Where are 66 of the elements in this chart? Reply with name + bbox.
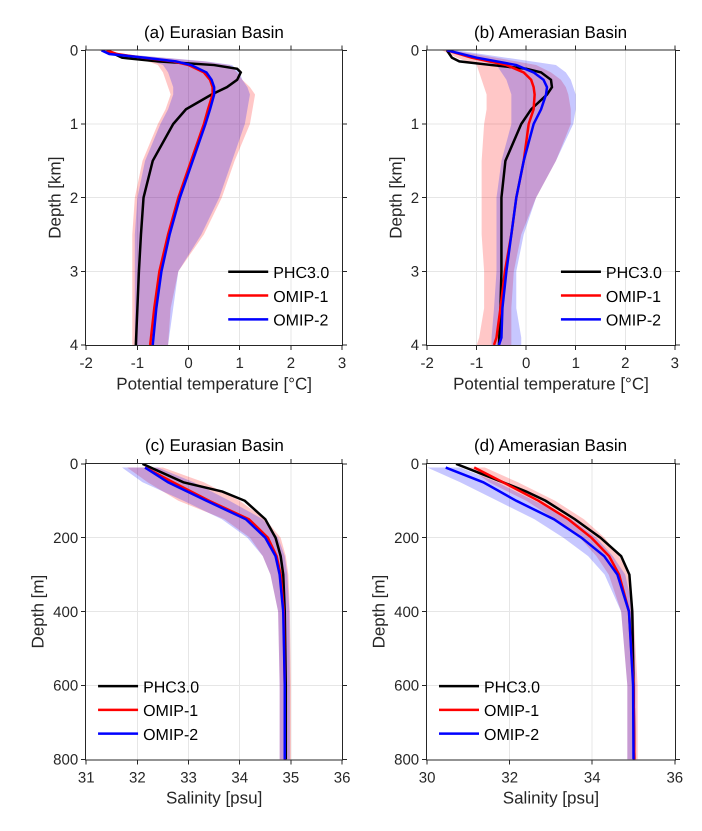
- legend-label: PHC3.0: [143, 679, 200, 696]
- y-tick-label: 1: [70, 116, 78, 134]
- legend-label: OMIP-2: [606, 312, 662, 330]
- y-axis-title: Depth [km]: [386, 156, 406, 239]
- x-axis-title: Salinity [psu]: [502, 788, 600, 808]
- y-tick-label: 0: [70, 42, 78, 60]
- x-tick-label: 0: [522, 354, 530, 372]
- legend-label: OMIP-2: [273, 312, 328, 330]
- y-tick-label: 600: [53, 678, 78, 695]
- x-tick-label: 3: [670, 354, 679, 372]
- legend-label: OMIP-2: [484, 726, 540, 744]
- y-tick-label: 400: [53, 604, 78, 621]
- y-tick-label: 3: [70, 264, 78, 281]
- legend-label: PHC3.0: [484, 679, 540, 696]
- x-tick-label: 33: [180, 769, 197, 786]
- y-tick-label: 1: [410, 116, 420, 134]
- chart-title: (a) Eurasian Basin: [144, 23, 284, 42]
- x-tick-label: -2: [420, 354, 434, 372]
- chart-title: (d) Amerasian Basin: [474, 436, 628, 455]
- x-tick-label: -1: [130, 354, 144, 372]
- x-tick-label: 32: [501, 769, 518, 786]
- x-tick-label: 36: [666, 769, 684, 786]
- x-tick-label: 1: [572, 354, 580, 372]
- y-tick-label: 200: [53, 530, 78, 547]
- x-axis-title: Potential temperature [°C]: [116, 374, 312, 394]
- x-axis-title: Potential temperature [°C]: [453, 374, 649, 394]
- y-tick-label: 2: [70, 190, 78, 207]
- y-tick-label: 4: [70, 337, 78, 354]
- y-tick-label: 800: [394, 752, 420, 769]
- x-tick-label: 1: [236, 354, 244, 372]
- legend-label: OMIP-1: [273, 288, 328, 306]
- x-tick-label: 32: [129, 769, 146, 786]
- x-tick-label: -1: [470, 354, 484, 372]
- legend-label: OMIP-2: [143, 726, 198, 744]
- y-axis-title: Depth [m]: [370, 574, 389, 648]
- y-tick-label: 0: [410, 42, 420, 60]
- x-tick-label: 35: [282, 769, 300, 786]
- x-tick-label: 3: [338, 354, 346, 372]
- y-tick-label: 200: [394, 530, 420, 547]
- legend-label: OMIP-1: [484, 703, 540, 720]
- y-tick-label: 800: [53, 752, 78, 769]
- x-tick-label: 2: [621, 354, 630, 372]
- legend-label: OMIP-1: [143, 703, 198, 720]
- legend-label: PHC3.0: [273, 264, 330, 282]
- chart-title: (b) Amerasian Basin: [474, 23, 628, 42]
- y-axis-title: Depth [m]: [28, 574, 48, 648]
- y-tick-label: 0: [70, 456, 78, 474]
- y-tick-label: 2: [410, 190, 420, 207]
- chart-title: (c) Eurasian Basin: [145, 436, 284, 455]
- x-tick-label: 30: [418, 769, 436, 786]
- x-tick-label: 34: [231, 769, 248, 786]
- legend-label: OMIP-1: [606, 288, 662, 306]
- x-tick-label: 36: [334, 769, 350, 786]
- y-tick-label: 600: [394, 678, 420, 695]
- x-axis-title: Salinity [psu]: [166, 788, 262, 808]
- x-tick-label: 2: [286, 354, 296, 372]
- legend-label: PHC3.0: [606, 264, 662, 282]
- x-tick-label: 31: [78, 769, 95, 786]
- x-tick-label: -2: [80, 354, 93, 372]
- x-tick-label: 34: [584, 769, 601, 786]
- y-tick-label: 4: [410, 337, 420, 354]
- y-tick-label: 0: [410, 456, 420, 474]
- y-tick-label: 400: [394, 604, 420, 621]
- x-tick-label: 0: [184, 354, 193, 372]
- y-axis-title: Depth [km]: [45, 156, 64, 239]
- y-tick-label: 3: [410, 264, 420, 281]
